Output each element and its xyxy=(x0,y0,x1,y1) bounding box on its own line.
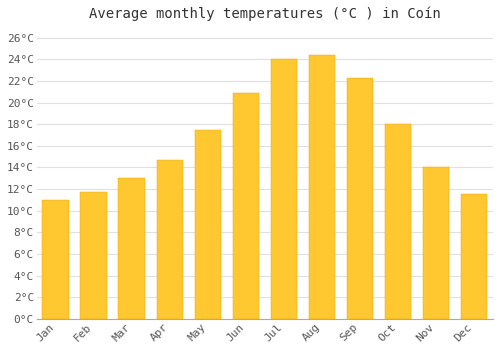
Bar xyxy=(232,93,259,319)
Title: Average monthly temperatures (°C ) in Coín: Average monthly temperatures (°C ) in Co… xyxy=(89,7,441,21)
Bar xyxy=(194,130,221,319)
Bar xyxy=(156,160,183,319)
Bar xyxy=(460,195,487,319)
Bar xyxy=(422,167,450,319)
Bar xyxy=(308,55,335,319)
Bar xyxy=(42,200,69,319)
Bar xyxy=(384,124,411,319)
Bar xyxy=(346,78,374,319)
Bar xyxy=(80,192,107,319)
Bar xyxy=(270,59,297,319)
Bar xyxy=(118,178,145,319)
